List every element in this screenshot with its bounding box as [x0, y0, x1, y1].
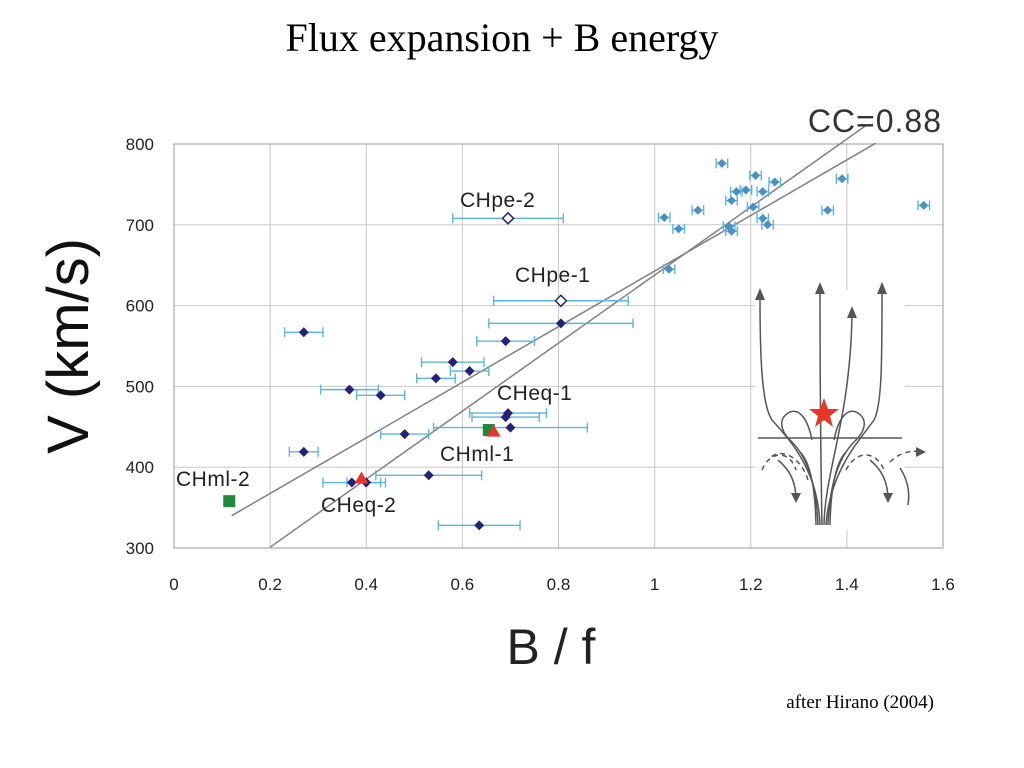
- y-tick-label: 800: [126, 135, 154, 154]
- point-label: CHpe-2: [460, 189, 535, 212]
- data-point: [503, 408, 514, 419]
- x-tick-label: 0: [169, 575, 178, 594]
- fit-lines: [231, 124, 877, 548]
- data-point: [837, 174, 847, 184]
- x-tick-label: 0.6: [451, 575, 475, 594]
- plot-frame: [173, 143, 944, 549]
- point-label: CHeq-1: [497, 382, 572, 405]
- x-axis-label: B / f: [507, 619, 596, 675]
- data-point: [758, 187, 768, 197]
- x-tick-label: 1.4: [835, 575, 859, 594]
- correlation-annotation: CC=0.88: [808, 103, 942, 139]
- data-point: [346, 477, 357, 488]
- data-points: [223, 158, 929, 531]
- x-tick-label: 1.6: [931, 575, 955, 594]
- magnetic-field-inset: [755, 282, 926, 530]
- y-axis-label: V (km/s): [36, 238, 101, 454]
- data-point: [717, 158, 727, 168]
- data-point: [298, 327, 309, 338]
- x-tick-label: 0.4: [354, 575, 378, 594]
- data-point: [423, 470, 434, 481]
- y-tick-label: 500: [126, 377, 154, 396]
- data-point: [430, 373, 441, 384]
- data-point: [474, 520, 485, 531]
- data-point: [919, 200, 929, 210]
- star-icon: [809, 398, 839, 427]
- x-tick-label: 0.2: [258, 575, 282, 594]
- x-tick-label: 0.8: [547, 575, 571, 594]
- x-tick-label: 1: [650, 575, 659, 594]
- data-point: [298, 446, 309, 457]
- data-point: [500, 336, 511, 347]
- y-tick-label: 600: [126, 297, 154, 316]
- data-point-triangle: [486, 424, 501, 437]
- data-point: [344, 384, 355, 395]
- data-point: [727, 226, 737, 236]
- data-point: [375, 390, 386, 401]
- data-point: [741, 185, 751, 195]
- data-point: [758, 213, 768, 223]
- data-point: [464, 366, 475, 377]
- data-point: [447, 357, 458, 368]
- credit-text: after Hirano (2004): [786, 692, 934, 713]
- data-point: [751, 171, 761, 181]
- x-tick-label: 1.2: [739, 575, 763, 594]
- point-labels: CHpe-2 CHpe-1 CHml-2 CHml-1 CHeq-2 CHeq-1: [176, 189, 590, 517]
- data-point: [731, 187, 741, 197]
- data-point: [664, 264, 674, 274]
- data-point: [659, 213, 669, 223]
- data-point: [727, 196, 737, 206]
- data-point: [674, 224, 684, 234]
- slide-title: Flux expansion + B energy: [285, 15, 719, 60]
- y-tick-label: 700: [126, 216, 154, 235]
- data-point-square: [223, 495, 236, 508]
- data-point: [399, 429, 410, 440]
- tick-labels: 0 0.2 0.4 0.6 0.8 1 1.2 1.4 1.6 300 400 500 600 700 80…: [126, 135, 955, 594]
- y-tick-label: 300: [126, 539, 154, 558]
- data-point: [748, 202, 758, 212]
- data-point: [763, 220, 773, 230]
- data-point: [555, 318, 566, 329]
- fit-line: [231, 142, 877, 517]
- point-label: CHpe-1: [515, 264, 590, 287]
- y-tick-label: 400: [126, 458, 154, 477]
- data-point-open: [554, 294, 568, 308]
- data-point-open: [501, 211, 515, 225]
- point-label: CHeq-2: [321, 494, 396, 517]
- point-label: CHml-1: [440, 443, 514, 466]
- data-point: [770, 177, 780, 187]
- data-point-triangle: [354, 471, 369, 484]
- data-point: [693, 205, 703, 215]
- data-point: [505, 422, 516, 433]
- fit-line: [269, 124, 867, 548]
- point-label: CHml-2: [176, 468, 250, 491]
- data-point: [823, 205, 833, 215]
